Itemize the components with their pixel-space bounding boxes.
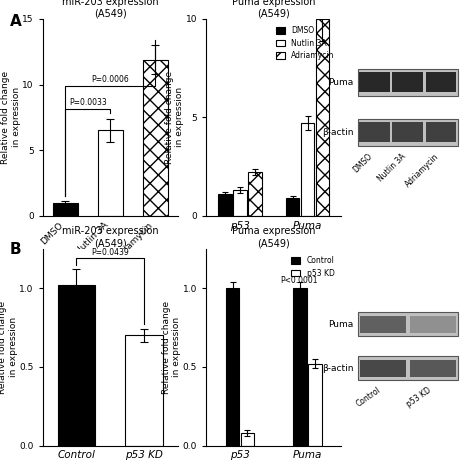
Text: P<0.0001: P<0.0001 xyxy=(281,276,318,285)
Bar xyxy=(126,336,163,446)
Y-axis label: Relative fold change
in expression: Relative fold change in expression xyxy=(1,71,21,164)
Text: β-actin: β-actin xyxy=(322,364,354,373)
Y-axis label: Relative fold change
in expression: Relative fold change in expression xyxy=(162,301,182,394)
Bar xyxy=(301,123,314,216)
Title: miR-203 expression
(A549): miR-203 expression (A549) xyxy=(62,227,158,248)
Bar xyxy=(226,288,239,446)
Text: Control: Control xyxy=(355,385,383,409)
Bar xyxy=(241,433,254,446)
Text: P=0.0439: P=0.0439 xyxy=(91,248,129,257)
Text: A: A xyxy=(9,14,21,29)
Title: Puma expression
(A549): Puma expression (A549) xyxy=(232,227,316,248)
Text: p53 KD: p53 KD xyxy=(405,385,433,409)
Bar xyxy=(53,202,78,216)
Bar xyxy=(233,190,247,216)
Text: Adriamycin: Adriamycin xyxy=(404,152,441,189)
Text: B: B xyxy=(9,242,21,257)
Text: β-actin: β-actin xyxy=(322,128,354,137)
Legend: Control, p53 KD: Control, p53 KD xyxy=(288,253,337,281)
Bar xyxy=(218,194,232,216)
Text: Nutlin 3A: Nutlin 3A xyxy=(376,152,408,183)
Bar xyxy=(357,356,458,380)
Bar xyxy=(98,130,123,216)
Bar xyxy=(58,285,95,446)
Text: P=0.0006: P=0.0006 xyxy=(91,75,129,84)
Bar xyxy=(316,19,329,216)
Bar xyxy=(357,312,458,337)
Y-axis label: Relative fold change
in expression: Relative fold change in expression xyxy=(165,71,184,164)
Title: Puma expression
(A549): Puma expression (A549) xyxy=(232,0,316,18)
Bar xyxy=(359,122,390,142)
Bar xyxy=(248,173,262,216)
Bar xyxy=(360,360,406,377)
Bar xyxy=(293,288,307,446)
Bar xyxy=(357,69,458,96)
Bar xyxy=(308,364,322,446)
Bar xyxy=(360,316,406,333)
Bar xyxy=(392,122,423,142)
Bar xyxy=(392,73,423,92)
Bar xyxy=(143,60,168,216)
Bar xyxy=(410,316,456,333)
Text: P=0.0033: P=0.0033 xyxy=(69,99,107,108)
Bar xyxy=(410,360,456,377)
Bar xyxy=(426,122,456,142)
Bar xyxy=(286,198,300,216)
Text: Puma: Puma xyxy=(328,320,354,329)
Bar xyxy=(357,118,458,146)
Title: miR-203 expression
(A549): miR-203 expression (A549) xyxy=(62,0,158,18)
Text: DMSO: DMSO xyxy=(352,152,374,175)
Y-axis label: Relative fold change
in expression: Relative fold change in expression xyxy=(0,301,18,394)
Text: Puma: Puma xyxy=(328,78,354,87)
Legend: DMSO, Nutlin 3A, Adriamycin: DMSO, Nutlin 3A, Adriamycin xyxy=(273,23,337,64)
Bar xyxy=(359,73,390,92)
Bar xyxy=(426,73,456,92)
